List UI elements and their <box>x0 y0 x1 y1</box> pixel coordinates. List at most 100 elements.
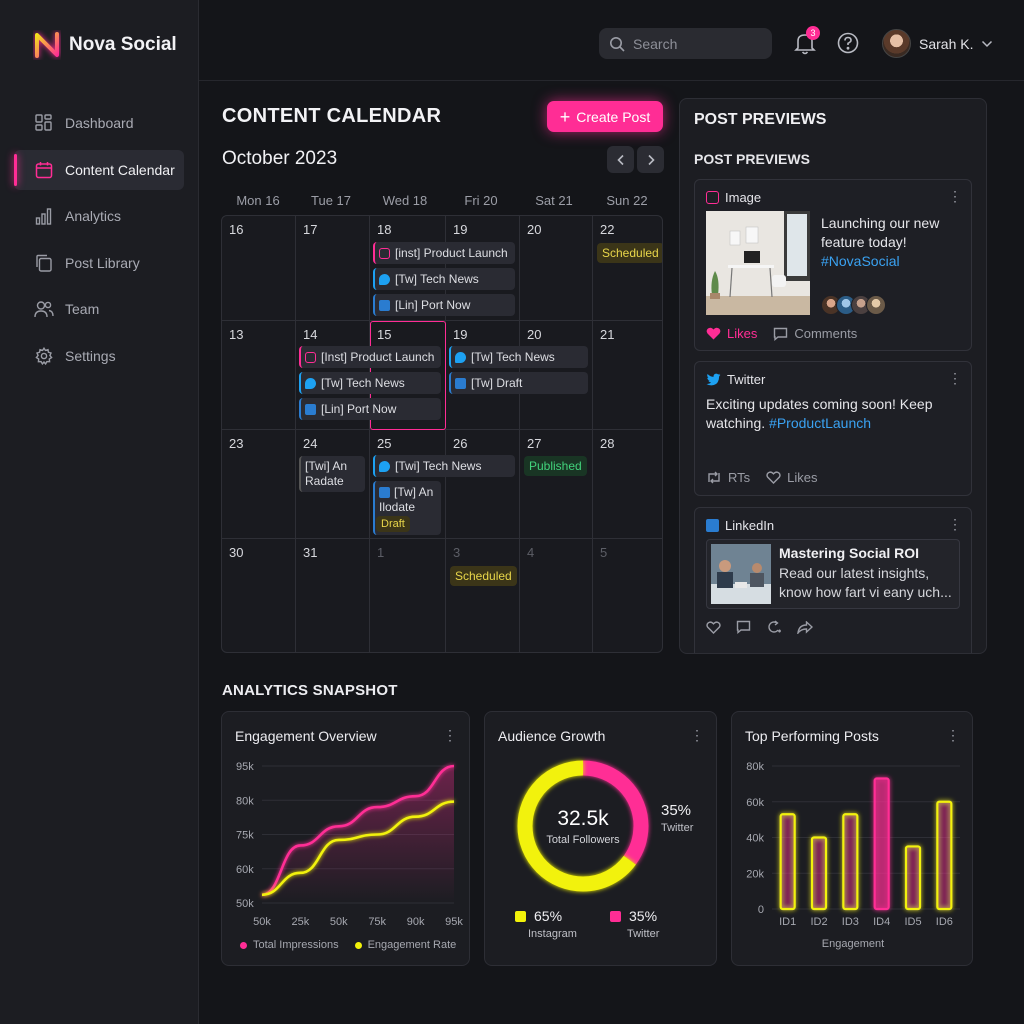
calendar-event[interactable]: [Inst] Product Launch <box>299 346 441 368</box>
card-header: Image <box>706 190 761 205</box>
comment-button[interactable]: Comments <box>773 326 857 341</box>
app-name: Nova Social <box>69 34 177 55</box>
calendar-cell[interactable]: 19 <box>446 216 520 321</box>
calendar-cell[interactable]: 26 <box>446 430 520 539</box>
calendar-cell[interactable]: 21 <box>593 321 662 430</box>
day-number: 18 <box>377 222 392 237</box>
sidebar-item-team[interactable]: Team <box>14 289 184 329</box>
calendar-cell[interactable]: 16 <box>222 216 296 321</box>
event-label: [Twi] An <box>305 459 348 473</box>
help-icon[interactable] <box>837 32 859 54</box>
like-button[interactable]: Likes <box>766 470 818 485</box>
next-month-button[interactable] <box>637 146 664 173</box>
more-options-icon[interactable]: ⋮ <box>948 188 962 204</box>
calendar-cell[interactable]: 20 <box>520 216 593 321</box>
sidebar-item-label: Dashboard <box>65 115 134 131</box>
x-tick-label: ID4 <box>873 916 890 928</box>
day-number: 15 <box>377 327 392 342</box>
y-tick-label: 0 <box>758 904 764 916</box>
day-number: 21 <box>600 327 615 342</box>
post-actions: Likes Comments <box>706 326 857 341</box>
more-options-icon[interactable]: ⋮ <box>946 727 960 743</box>
more-options-icon[interactable]: ⋮ <box>690 727 704 743</box>
prev-month-button[interactable] <box>607 146 634 173</box>
calendar-event[interactable]: [Tw] Tech News <box>449 346 588 368</box>
post-preview-card[interactable]: Image ⋮ Launching our new feature today!… <box>694 179 972 351</box>
calendar-cell[interactable]: 1 <box>370 539 446 652</box>
post-image <box>706 211 810 315</box>
bell-icon[interactable] <box>793 30 817 56</box>
status-badge: Scheduled <box>450 566 517 586</box>
sidebar-item-content-calendar[interactable]: Content Calendar <box>14 149 184 190</box>
calendar-cell[interactable]: 22 <box>593 216 662 321</box>
legend-percent: 35% <box>629 908 658 924</box>
calendar-cell[interactable]: 13 <box>222 321 296 430</box>
more-options-icon[interactable]: ⋮ <box>948 370 962 386</box>
twitter-icon <box>305 377 316 389</box>
x-tick-label: 50k <box>330 916 348 928</box>
calendar-cell[interactable]: 20 <box>520 321 593 430</box>
day-number: 20 <box>527 327 542 342</box>
day-number: 4 <box>527 545 535 560</box>
calendar-cell[interactable]: 17 <box>296 216 370 321</box>
user-menu[interactable]: Sarah K. <box>882 29 993 58</box>
legend-label: Total Impressions <box>253 939 339 951</box>
day-number: 28 <box>600 436 615 451</box>
more-options-icon[interactable]: ⋮ <box>948 516 962 532</box>
calendar-event[interactable]: [Tw] Draft <box>449 372 588 394</box>
calendar-cell[interactable]: 27 <box>520 430 593 539</box>
linkedin-icon <box>379 487 390 498</box>
repost-icon[interactable] <box>766 620 782 634</box>
app-logo[interactable]: Nova Social <box>33 30 177 60</box>
bar <box>873 777 890 911</box>
sidebar-item-post-library[interactable]: Post Library <box>14 243 184 283</box>
post-preview-card[interactable]: LinkedIn ⋮ Mastering Social ROI Read our… <box>694 507 972 653</box>
heart-icon[interactable] <box>706 620 721 634</box>
calendar-event[interactable]: [Lin] Port Now <box>373 294 515 316</box>
twitter-icon <box>379 460 390 472</box>
search-input[interactable] <box>633 35 753 52</box>
network-label: Twitter <box>727 372 766 387</box>
more-options-icon[interactable]: ⋮ <box>443 727 457 743</box>
sidebar-item-settings[interactable]: Settings <box>14 336 184 376</box>
calendar-event[interactable]: [Tw] Tech News <box>373 268 515 290</box>
sidebar-item-dashboard[interactable]: Dashboard <box>14 103 184 143</box>
calendar-cell[interactable]: 4 <box>520 539 593 652</box>
calendar-event[interactable]: [inst] Product Launch <box>373 242 515 264</box>
calendar-cell[interactable]: 24 <box>296 430 370 539</box>
calendar-cell[interactable]: 23 <box>222 430 296 539</box>
post-actions: RTs Likes <box>706 470 818 485</box>
heart-icon <box>706 327 721 340</box>
x-tick-label: ID3 <box>842 916 859 928</box>
retweet-button[interactable]: RTs <box>706 470 750 485</box>
comment-icon[interactable] <box>736 620 751 634</box>
event-label: [inst] Product Launch <box>395 246 508 260</box>
x-tick-label: 90k <box>407 916 425 928</box>
status-badge: Published <box>524 456 587 476</box>
legend-item: 35% Twitter <box>610 908 659 940</box>
hashtag-link[interactable]: #ProductLaunch <box>769 415 872 431</box>
post-preview-card[interactable]: Twitter ⋮ Exciting updates coming soon! … <box>694 361 972 496</box>
calendar-cell[interactable]: 31 <box>296 539 370 652</box>
event-label: [Inst] Product Launch <box>321 350 435 364</box>
create-post-button[interactable]: + Create Post <box>547 101 663 132</box>
hashtag-link[interactable]: #NovaSocial <box>821 253 900 269</box>
legend-label: Twitter <box>627 928 660 940</box>
calendar-event[interactable]: [Tw] Tech News <box>299 372 441 394</box>
search-box[interactable] <box>599 28 772 59</box>
calendar-event[interactable]: [Lin] Port Now <box>299 398 441 420</box>
calendar-cell[interactable]: 3 <box>446 539 520 652</box>
panel-title: POST PREVIEWS <box>694 111 827 128</box>
share-icon[interactable] <box>797 620 813 634</box>
calendar-event[interactable]: [Twi] Tech News <box>373 455 515 477</box>
like-button[interactable]: Likes <box>706 326 757 341</box>
notification-badge: 3 <box>806 26 820 40</box>
calendar-cell[interactable]: 28 <box>593 430 662 539</box>
sidebar-item-analytics[interactable]: Analytics <box>14 196 184 236</box>
link-preview[interactable]: Mastering Social ROI Read our latest ins… <box>706 539 960 609</box>
calendar-cell[interactable]: 5 <box>593 539 662 652</box>
day-number: 3 <box>453 545 461 560</box>
calendar-cell[interactable]: 30 <box>222 539 296 652</box>
calendar-cell[interactable]: 25 <box>370 430 446 539</box>
calendar-event[interactable]: [Twi] An Radate <box>299 456 365 492</box>
